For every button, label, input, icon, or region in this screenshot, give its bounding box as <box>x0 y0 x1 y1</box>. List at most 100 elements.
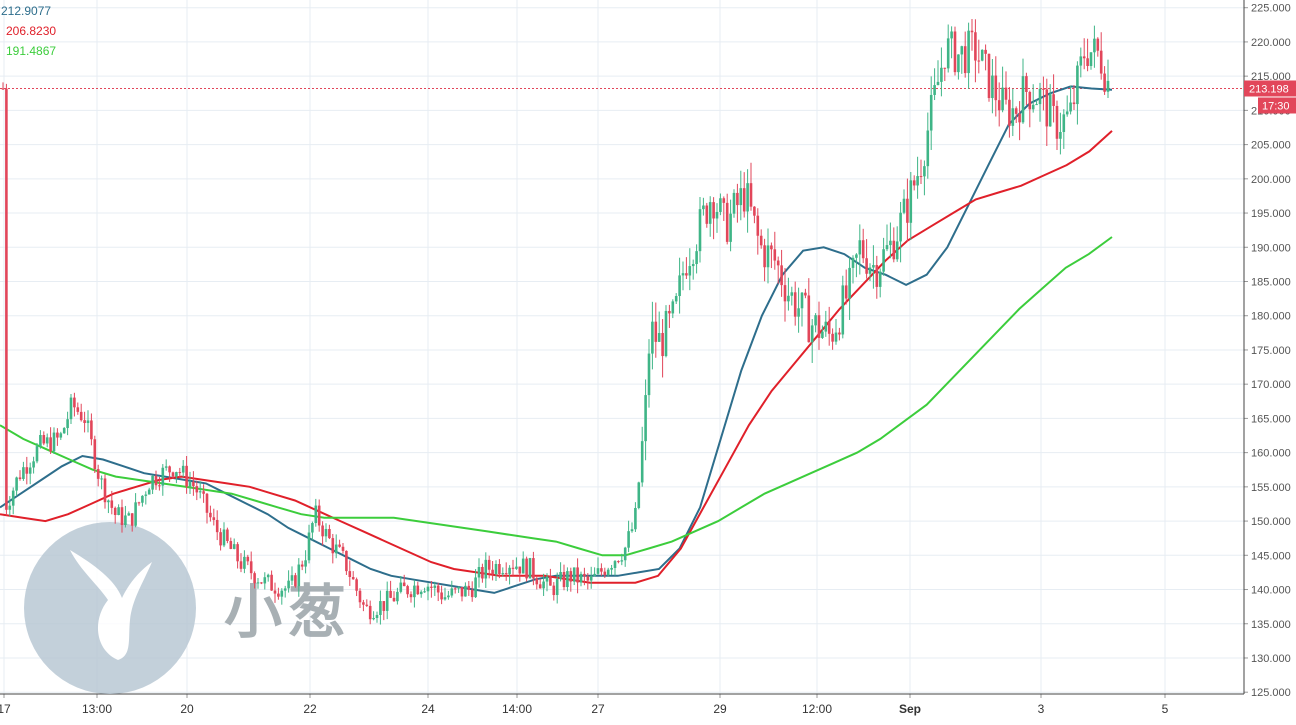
y-tick-label: 145.000 <box>1251 550 1291 562</box>
candle-body <box>902 198 906 213</box>
candle-body <box>365 604 369 606</box>
candle-body <box>848 267 851 299</box>
candle-body <box>188 481 192 487</box>
candle-body <box>549 576 552 586</box>
y-tick-label: 185.000 <box>1251 277 1291 289</box>
candle-body <box>620 560 624 562</box>
candle-body <box>402 582 406 587</box>
candle-body <box>953 31 957 73</box>
candle-body <box>222 529 226 546</box>
candle-body <box>355 579 358 591</box>
ma-line-MA-green <box>0 236 1113 557</box>
candle-body <box>477 566 481 578</box>
candle-body <box>797 308 800 317</box>
candle-body <box>28 467 32 474</box>
candle-body <box>158 485 161 487</box>
candle-body <box>219 532 222 546</box>
candle-body <box>460 587 464 597</box>
candle-body <box>1008 99 1011 126</box>
candle-body <box>610 567 613 570</box>
candle-body <box>379 601 382 615</box>
candle-body <box>889 240 892 246</box>
candle-body <box>443 597 447 600</box>
candle-body <box>334 544 338 554</box>
candle-body <box>566 571 569 588</box>
candle-body <box>491 569 494 575</box>
candle-body <box>362 602 365 605</box>
candle-body <box>919 176 923 178</box>
candle-body <box>294 575 297 587</box>
y-tick-label: 220.000 <box>1251 37 1291 49</box>
candle-body <box>929 94 933 131</box>
candle-body <box>705 205 709 224</box>
y-tick-label: 165.000 <box>1251 413 1291 425</box>
candle-body <box>76 407 80 412</box>
ma-line-MA-blue <box>0 85 1113 594</box>
watermark-logo: 小葱 <box>24 522 346 694</box>
candle-body <box>1048 94 1052 127</box>
candle-body <box>423 591 426 593</box>
y-tick-label: 225.000 <box>1251 3 1291 15</box>
candle-body <box>93 439 97 470</box>
candle-body <box>32 461 35 468</box>
candle-body <box>457 587 460 589</box>
candle-body <box>18 477 22 479</box>
candle-body <box>916 176 919 186</box>
candle-body <box>392 597 396 602</box>
candle-body <box>980 49 984 61</box>
candle-body <box>562 572 566 588</box>
y-tick-label: 205.000 <box>1251 140 1291 152</box>
candle-body <box>691 264 695 267</box>
candle-body <box>266 574 270 578</box>
candle-body <box>1001 87 1004 111</box>
candle-body <box>963 46 967 74</box>
ma-value-MA-green: 191.4867 <box>6 44 57 58</box>
candle-body <box>481 566 484 579</box>
candle-body <box>634 507 637 530</box>
candle-body <box>73 397 76 408</box>
candle-body <box>613 561 617 568</box>
candle-body <box>841 285 845 335</box>
candle-body <box>253 573 256 584</box>
candle-body <box>5 88 8 510</box>
candle-body <box>664 310 668 357</box>
candle-body <box>277 593 280 597</box>
candle-body <box>15 477 18 491</box>
candle-body <box>821 331 824 338</box>
candle-body <box>855 254 858 258</box>
y-axis: 225.000220.000215.000210.000205.000200.0… <box>0 0 1296 699</box>
candle-body <box>164 466 168 468</box>
candle-body <box>657 332 661 342</box>
candle-body <box>763 245 766 268</box>
candle-body <box>385 590 389 611</box>
candle-body <box>243 556 246 569</box>
candle-body <box>1031 104 1035 110</box>
candle-body <box>79 411 83 421</box>
candle-body <box>756 215 760 236</box>
candle-body <box>141 495 144 503</box>
candle-body <box>576 567 579 583</box>
candle-body <box>494 564 498 575</box>
candle-body <box>396 591 399 602</box>
candle-body <box>844 285 848 299</box>
candle-body <box>198 491 202 493</box>
candle-body <box>630 529 634 532</box>
candle-body <box>62 428 66 434</box>
candle-body <box>994 75 998 101</box>
candle-body <box>589 575 593 581</box>
candle-body <box>715 211 719 219</box>
candle-body <box>453 588 457 590</box>
candle-body <box>66 419 69 429</box>
candle-body <box>59 433 63 438</box>
candle-body <box>596 568 600 574</box>
candle-body <box>372 617 375 620</box>
candle-body <box>736 192 739 206</box>
candle-body <box>943 67 947 69</box>
candle-body <box>239 561 243 569</box>
candle-body <box>538 584 542 589</box>
candle-body <box>498 564 501 574</box>
candle-body <box>382 601 386 611</box>
candle-body <box>977 60 981 62</box>
